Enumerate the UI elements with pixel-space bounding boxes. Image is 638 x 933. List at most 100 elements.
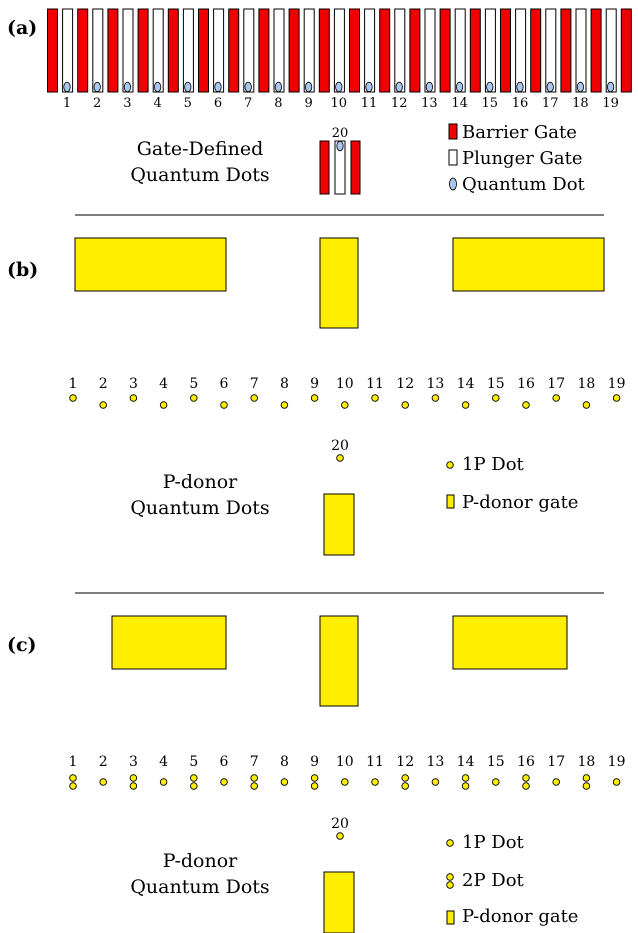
gate-array-a	[47, 8, 632, 93]
quantum-dot	[455, 81, 464, 93]
dot-number-label: 19	[602, 96, 619, 111]
title-a-line1: Gate-Defined	[136, 138, 264, 160]
dot-number-label: 18	[577, 754, 595, 770]
dot-number-label: 7	[244, 96, 252, 111]
plunger-gate	[545, 8, 557, 93]
dot-number-label: 11	[366, 754, 384, 770]
barrier-gate-swatch-icon	[448, 123, 458, 140]
dot-number-label: 11	[361, 96, 378, 111]
phosphorus-dot	[250, 394, 258, 402]
phosphorus-dot	[582, 401, 591, 409]
dot-number-label: 1	[69, 754, 78, 770]
phosphorus-dot	[159, 401, 168, 409]
phosphorus-dot	[552, 778, 560, 786]
dot-number-label: 16	[517, 754, 535, 770]
phosphorus-dot	[129, 782, 138, 790]
barrier-gate	[560, 8, 572, 93]
quantum-dot	[425, 81, 433, 93]
dot-number-label: 14	[457, 754, 475, 770]
legend-c-icons	[446, 839, 455, 925]
dot-number-label: 9	[304, 96, 312, 111]
dot-number-label: 2	[93, 96, 101, 111]
phosphorus-dot	[69, 394, 77, 402]
legend-a-barrier: Barrier Gate	[462, 122, 577, 143]
phosphorus-dot	[446, 881, 454, 889]
phosphorus-dot	[250, 782, 258, 790]
barrier-gate	[137, 8, 149, 93]
dot-number-label: 17	[547, 754, 565, 770]
plunger-gate	[213, 8, 225, 93]
barrier-gate	[469, 8, 481, 93]
legend-b-1p: 1P Dot	[462, 454, 524, 475]
dot-number-label: 5	[189, 754, 198, 770]
dot-number-label: 10	[336, 754, 354, 770]
barrier-gate	[107, 8, 119, 93]
dot-number-label: 12	[396, 754, 414, 770]
legend-c-1p: 1P Dot	[462, 832, 524, 853]
dot-number-label: 16	[517, 376, 535, 392]
dot-number-label: 13	[426, 376, 444, 392]
phosphorus-dot	[401, 401, 409, 409]
title-c-line1: P-donor	[162, 850, 238, 872]
dot-number-label: 7	[250, 754, 259, 770]
quantum-dot	[546, 81, 554, 93]
barrier-gate	[379, 8, 391, 93]
dot-number-label: 14	[451, 96, 468, 111]
dot-number-label: 9	[310, 376, 319, 392]
p-donor-gate	[111, 615, 227, 670]
dot-number-label: 17	[542, 96, 559, 111]
phosphorus-dot	[612, 394, 621, 402]
quantum-dot	[335, 81, 343, 93]
phosphorus-dot	[159, 778, 168, 786]
dot-number-label: 7	[250, 376, 259, 392]
dot-number-label: 5	[184, 96, 192, 111]
legend-a-plunger: Plunger Gate	[462, 148, 583, 169]
quantum-dot	[336, 140, 344, 152]
plunger-gate	[575, 8, 587, 93]
plunger-gate	[364, 8, 376, 93]
phosphorus-dot	[522, 774, 530, 782]
phosphorus-dot	[612, 778, 621, 786]
dot-numbers-a: 1 2 3 4 5 6 7 8 9 10 11 12 13 14 15 16 17 18 19	[63, 96, 619, 111]
phosphorus-dot	[190, 774, 198, 782]
barrier-gate	[350, 140, 361, 195]
quantum-dot	[274, 81, 282, 93]
gate-swatch-icon	[446, 494, 455, 509]
phosphorus-dot	[341, 401, 349, 409]
phosphorus-dot	[461, 774, 470, 782]
dot-number-label: 20	[332, 126, 349, 141]
phosphorus-dot	[310, 782, 319, 790]
dot-number-label: 8	[274, 96, 282, 111]
dot-number-label: 8	[280, 376, 289, 392]
p-donor-gate	[319, 615, 359, 707]
quantum-dot	[365, 81, 373, 93]
phosphorus-dot	[522, 401, 530, 409]
plunger-gate	[62, 8, 74, 93]
dot-number-label: 4	[159, 376, 168, 392]
gates-b	[74, 237, 605, 329]
quantum-dot	[606, 81, 615, 93]
extra-dot-a: 20	[319, 126, 361, 195]
dot-number-label: 20	[331, 816, 349, 832]
plunger-gate	[484, 8, 496, 93]
phosphorus-dot	[371, 778, 379, 786]
phosphorus-dot	[220, 401, 228, 409]
legend-a-dot: Quantum Dot	[462, 174, 585, 195]
phosphorus-dot	[401, 774, 409, 782]
phosphorus-dot	[492, 778, 500, 786]
plunger-gate	[424, 8, 436, 93]
dot-number-label: 10	[331, 96, 348, 111]
quantum-dot	[486, 81, 494, 93]
plunger-gate	[182, 8, 194, 93]
p-donor-gate	[323, 871, 355, 933]
plunger-gate	[333, 8, 345, 93]
phosphorus-dot	[336, 454, 344, 462]
barrier-gate	[198, 8, 209, 93]
panel-label-a: (a)	[7, 17, 38, 39]
quantum-dot	[395, 81, 403, 93]
phosphorus-dot	[310, 394, 319, 402]
dot-number-label: 19	[608, 754, 626, 770]
title-c: P-donor Quantum Dots	[100, 848, 300, 900]
plunger-gate	[273, 8, 285, 93]
